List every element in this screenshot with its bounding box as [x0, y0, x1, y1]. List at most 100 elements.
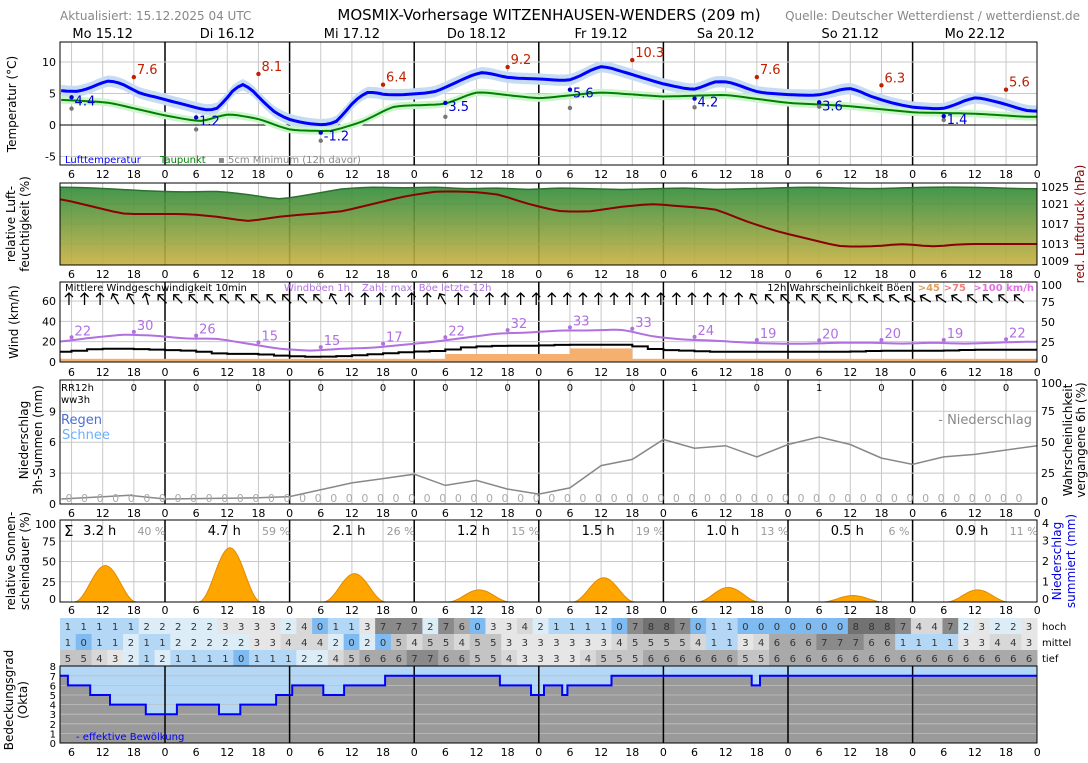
x-tick-label: 0 [162, 168, 169, 181]
wind-direction-arrow-icon [625, 292, 635, 305]
min-temp-label: 4.4 [75, 94, 96, 109]
x-tick-label: 12 [843, 366, 857, 379]
cloud-cell-value: 5 [80, 654, 86, 665]
x-tick-label: 6 [442, 366, 449, 379]
ground-minimum-point [567, 105, 573, 111]
min-temp-point [69, 95, 74, 100]
cloud-cell-value: 6 [443, 654, 449, 665]
cloud-cell [91, 650, 108, 666]
x-tick-label: 6 [940, 168, 947, 181]
cloud-cell [485, 650, 502, 666]
x-tick-label: 0 [162, 746, 169, 759]
x-tick-label: 6 [566, 604, 573, 617]
precipitation-frame [59, 379, 1038, 505]
cloud-cell [737, 634, 754, 650]
x-tick-label: 0 [411, 168, 418, 181]
cloud-cell [406, 618, 423, 634]
wind-direction-arrow-icon [437, 293, 447, 305]
rr3h-value: 0 [829, 492, 836, 505]
cloud-cell-value: 1 [96, 638, 102, 649]
cloud-cell [1005, 650, 1022, 666]
y2-tick-label: 0 [1042, 593, 1049, 606]
cloud-cell-value: 1 [348, 622, 354, 633]
rr3h-value: 0 [688, 492, 695, 505]
wind-direction-arrow-icon [516, 292, 526, 305]
x-tick-label: 18 [999, 507, 1013, 520]
x-tick-label: 18 [750, 507, 764, 520]
max-gust-label: 22 [75, 324, 92, 339]
wind-direction-arrow-icon [640, 292, 650, 305]
cloud-cell-value: 0 [774, 622, 780, 633]
cloud-cell-value: 0 [695, 622, 701, 633]
x-tick-label: 12 [843, 268, 857, 281]
cloud-cell-value: 3 [112, 654, 118, 665]
cloud-cover-frame [59, 665, 1038, 744]
cloud-cell [154, 618, 171, 634]
y-tick-label: 1 [50, 729, 56, 740]
x-tick-label: 6 [442, 168, 449, 181]
rr12h-value: 0 [380, 383, 386, 394]
x-tick-label: 12 [345, 168, 359, 181]
cloud-cell [753, 634, 770, 650]
max-temp-point [380, 82, 386, 87]
rr3h-value: 0 [922, 492, 929, 505]
cloud-cell-value: 3 [742, 638, 748, 649]
x-tick-label: 18 [127, 507, 141, 520]
cloud-cell-value: 5 [490, 638, 496, 649]
min-temp-label: 3.5 [448, 100, 469, 115]
y-tick-label: 25 [42, 576, 56, 589]
y-tick-label: 50 [42, 556, 56, 569]
x-tick-label: 0 [286, 604, 293, 617]
sunshine-area [73, 564, 137, 602]
max-gust-point [443, 335, 448, 340]
x-tick-label: 6 [566, 507, 573, 520]
cloud-cell [910, 650, 928, 666]
wind-direction-arrow-icon [282, 294, 292, 304]
max-gust-label: 17 [386, 331, 403, 346]
y2-tick-label: 25 [1041, 467, 1055, 480]
wind-content [60, 282, 1037, 362]
wind-direction-arrow-icon [360, 292, 370, 305]
x-tick-label: 12 [96, 168, 110, 181]
cloud-cover-panel [59, 665, 1038, 744]
cloud-cell [973, 650, 991, 666]
rr3h-value: 0 [408, 492, 415, 505]
x-tick-label: 12 [719, 268, 733, 281]
cloud-cell [296, 634, 313, 650]
cloud-cell [658, 650, 676, 666]
cloud-cell-value: 3 [364, 622, 370, 633]
cloud-cell-value: 5 [632, 638, 638, 649]
y-tick-label: 3 [49, 467, 56, 480]
cloud-cell [138, 618, 156, 634]
max-gust-label: 33 [573, 314, 590, 329]
x-tick-label: 6 [442, 268, 449, 281]
cloud-cell [784, 650, 802, 666]
wind-direction-arrow-icon [842, 294, 853, 304]
cloud-cell [501, 650, 518, 666]
cloud-cell [580, 618, 597, 634]
cloud-cell-value: 6 [459, 622, 465, 633]
cloud-cell [800, 634, 817, 650]
cloud-cell-value: 3 [238, 622, 244, 633]
cloud-cell-value: 1 [207, 654, 213, 665]
cloud-cell-value: 0 [474, 622, 480, 633]
cloud-cell [60, 650, 77, 666]
chart-title: MOSMIX-Vorhersage WITZENHAUSEN-WENDERS (… [337, 6, 760, 24]
rr3h-value: 0 [891, 492, 898, 505]
cloud-cell [532, 634, 549, 650]
cloud-cell [359, 618, 376, 634]
cloud-cell [926, 650, 943, 666]
x-tick-label: 18 [874, 604, 888, 617]
cloud-cell-value: 8 [853, 622, 859, 633]
x-tick-label: 18 [251, 746, 265, 759]
cloud-cell [627, 634, 644, 650]
x-tick-label: 12 [96, 746, 110, 759]
x-tick-label: 18 [251, 268, 265, 281]
x-tick-label: 6 [940, 268, 947, 281]
cloud-cell [170, 634, 187, 650]
cloud-cell-value: 5 [65, 654, 71, 665]
rr3h-value: 0 [860, 492, 867, 505]
wind-direction-arrow-icon [935, 293, 947, 303]
wind-direction-arrow-icon [811, 294, 822, 304]
